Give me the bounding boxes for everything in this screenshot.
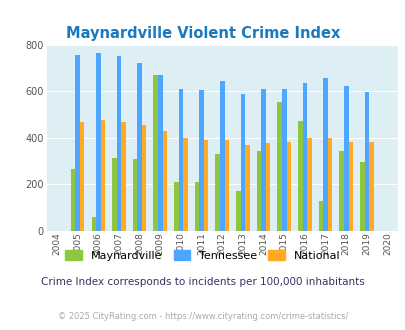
Bar <box>261 89 265 231</box>
Bar <box>178 89 183 231</box>
Bar <box>281 89 286 231</box>
Bar <box>256 150 261 231</box>
Bar <box>71 169 75 231</box>
Bar <box>215 154 220 231</box>
Bar <box>203 140 208 231</box>
Bar <box>322 78 327 231</box>
Text: Crime Index corresponds to incidents per 100,000 inhabitants: Crime Index corresponds to incidents per… <box>41 277 364 287</box>
Bar <box>100 120 105 231</box>
Bar <box>359 162 364 231</box>
Bar <box>368 142 373 231</box>
Bar <box>224 140 228 231</box>
Bar <box>153 75 158 231</box>
Bar <box>174 182 178 231</box>
Bar <box>116 55 121 231</box>
Bar <box>183 138 188 231</box>
Bar <box>277 102 281 231</box>
Bar <box>112 158 116 231</box>
Bar <box>318 201 322 231</box>
Bar <box>121 122 126 231</box>
Bar <box>307 138 311 231</box>
Bar <box>199 89 203 231</box>
Bar <box>96 53 100 231</box>
Bar <box>297 121 302 231</box>
Bar <box>347 142 352 231</box>
Text: © 2025 CityRating.com - https://www.cityrating.com/crime-statistics/: © 2025 CityRating.com - https://www.city… <box>58 312 347 321</box>
Bar <box>245 146 249 231</box>
Bar <box>80 122 84 231</box>
Bar <box>240 94 245 231</box>
Bar <box>220 81 224 231</box>
Bar <box>132 159 137 231</box>
Bar <box>162 131 167 231</box>
Bar <box>339 150 343 231</box>
Bar <box>265 143 270 231</box>
Bar <box>364 92 368 231</box>
Bar <box>343 86 347 231</box>
Legend: Maynardville, Tennessee, National: Maynardville, Tennessee, National <box>63 248 342 263</box>
Bar <box>236 191 240 231</box>
Bar <box>158 75 162 231</box>
Bar <box>91 217 96 231</box>
Bar <box>75 55 80 231</box>
Bar <box>137 63 142 231</box>
Bar <box>142 125 146 231</box>
Bar <box>302 83 307 231</box>
Bar <box>327 138 332 231</box>
Text: Maynardville Violent Crime Index: Maynardville Violent Crime Index <box>66 26 339 41</box>
Bar <box>194 182 199 231</box>
Bar <box>286 142 290 231</box>
